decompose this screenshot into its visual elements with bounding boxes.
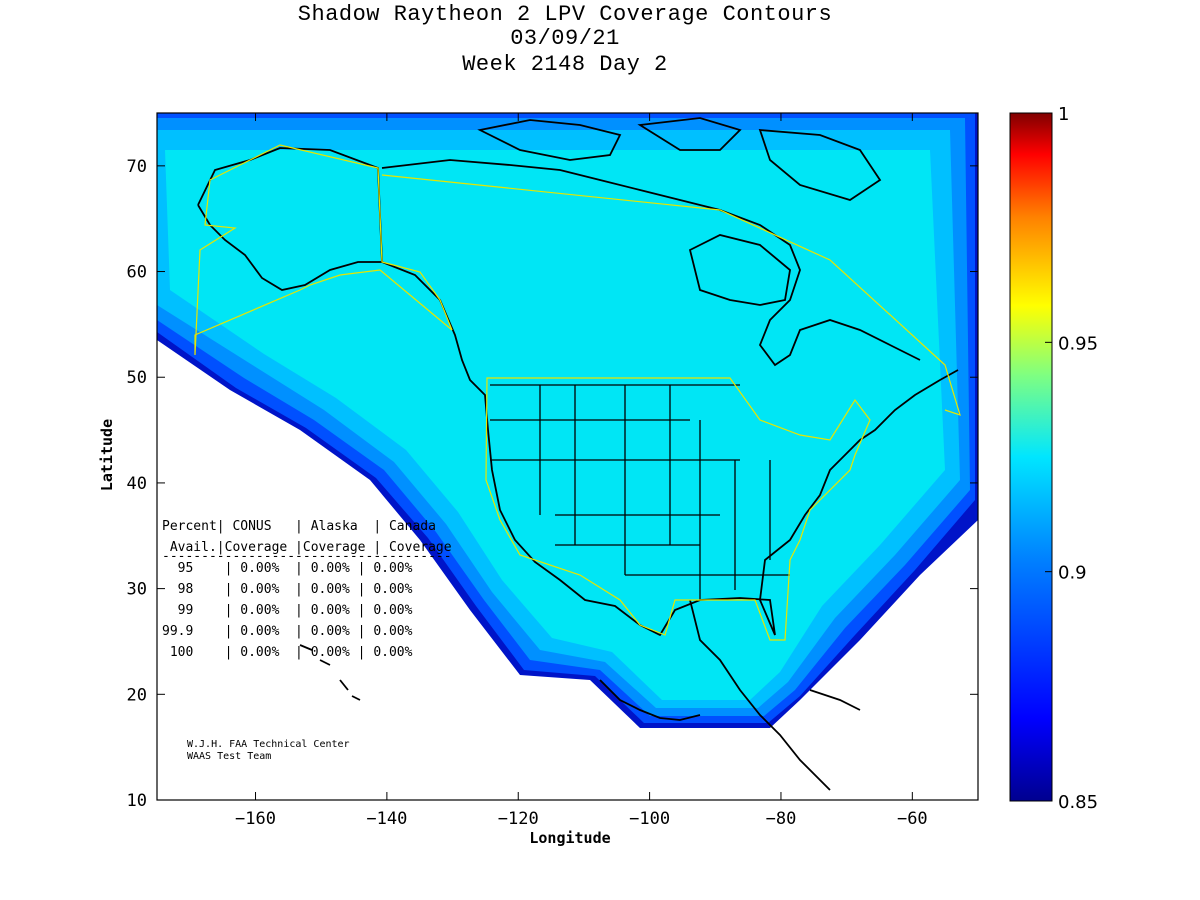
state-borders [490, 384, 790, 600]
stats-row: 99.9 | 0.00% | 0.00% | 0.00% [162, 624, 413, 639]
y-tick-label: 10 [127, 791, 147, 811]
y-tick-label: 50 [127, 368, 147, 388]
y-tick-label: 40 [127, 474, 147, 494]
stats-row: 95 | 0.00% | 0.00% | 0.00% [162, 561, 413, 576]
credit-center: W.J.H. FAA Technical Center [187, 739, 350, 750]
credit-team: WAAS Test Team [187, 751, 271, 762]
chart-title: Shadow Raytheon 2 LPV Coverage Contours [297, 2, 833, 27]
stats-separator: ------------------------------------- [162, 549, 452, 564]
stats-row: 99 | 0.00% | 0.00% | 0.00% [162, 603, 413, 618]
contour-core [165, 150, 945, 700]
coverage-contours [157, 113, 978, 800]
x-axis-ticks: −160 −140 −120 −100 −80 −60 [235, 113, 928, 829]
x-tick-label: −60 [897, 809, 928, 829]
plot-frame [156, 112, 979, 801]
y-tick-label: 60 [127, 263, 147, 283]
coastlines [197, 117, 959, 791]
x-tick-label: −80 [766, 809, 797, 829]
x-tick-label: −120 [498, 809, 539, 829]
colorbar-tick-label: 0.85 [1058, 792, 1098, 813]
stats-row: 98 | 0.00% | 0.00% | 0.00% [162, 582, 413, 597]
y-axis-label: Latitude [98, 419, 116, 491]
stats-header-1: Percent| CONUS | Alaska | Canada [162, 519, 436, 534]
coverage-stats-table: Percent| CONUS | Alaska | Canada Avail.|… [162, 519, 452, 660]
chart-date: 03/09/21 [510, 26, 620, 51]
colorbar-tick-label: 0.95 [1058, 333, 1098, 354]
colorbar-ticks: 1 0.95 0.9 0.85 [1045, 104, 1098, 813]
colorbar-tick-label: 0.9 [1058, 563, 1087, 584]
service-volume-outlines [194, 144, 961, 641]
x-axis-label: Longitude [529, 829, 610, 847]
stats-header-2: Avail.|Coverage |Coverage | Coverage [162, 540, 452, 555]
chart-week-day: Week 2148 Day 2 [462, 52, 668, 77]
x-tick-label: −160 [235, 809, 276, 829]
colorbar-tick-label: 1 [1058, 104, 1069, 125]
x-tick-label: −140 [366, 809, 407, 829]
colorbar [1009, 112, 1053, 802]
y-tick-label: 20 [127, 685, 147, 705]
y-tick-label: 70 [127, 157, 147, 177]
y-axis-ticks: 10 20 30 40 50 60 70 [127, 157, 978, 811]
x-tick-label: −100 [629, 809, 670, 829]
y-tick-label: 30 [127, 580, 147, 600]
stats-row: 100 | 0.00% | 0.00% | 0.00% [162, 645, 413, 660]
